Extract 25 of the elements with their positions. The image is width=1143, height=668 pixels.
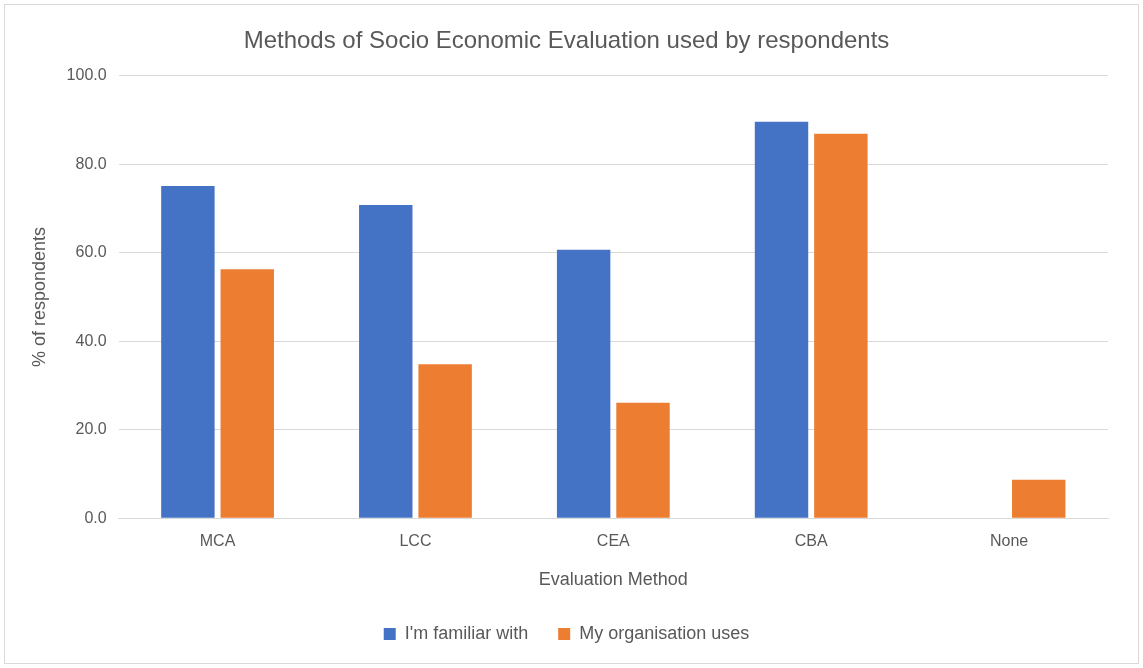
y-tick-label: 40.0: [75, 331, 107, 349]
x-tick-label: LCC: [399, 532, 432, 550]
chart-title: Methods of Socio Economic Evaluation used by respondents: [243, 26, 890, 54]
bar: [754, 121, 809, 518]
y-tick-label: 60.0: [75, 243, 107, 261]
bar: [359, 204, 413, 518]
bar: [556, 249, 611, 518]
bar: [616, 402, 670, 518]
bar: [161, 185, 215, 518]
x-tick-label: CEA: [596, 532, 631, 550]
legend-label: I'm familiar with: [404, 622, 529, 643]
y-tick-label: 0.0: [84, 508, 107, 526]
bar: [814, 133, 868, 518]
x-tick-label: CBA: [794, 532, 828, 550]
bar: [418, 364, 472, 518]
x-tick-label: None: [989, 532, 1029, 550]
x-axis-title: Evaluation Method: [538, 569, 688, 590]
bar: [1012, 479, 1066, 518]
legend-label: My organisation uses: [579, 622, 750, 643]
y-axis-title: % of respondents: [28, 226, 49, 368]
y-tick-label: 100.0: [66, 66, 107, 84]
x-tick-label: MCA: [199, 532, 236, 550]
y-tick-label: 20.0: [75, 420, 107, 438]
bar: [220, 269, 274, 518]
y-tick-label: 80.0: [75, 154, 107, 172]
